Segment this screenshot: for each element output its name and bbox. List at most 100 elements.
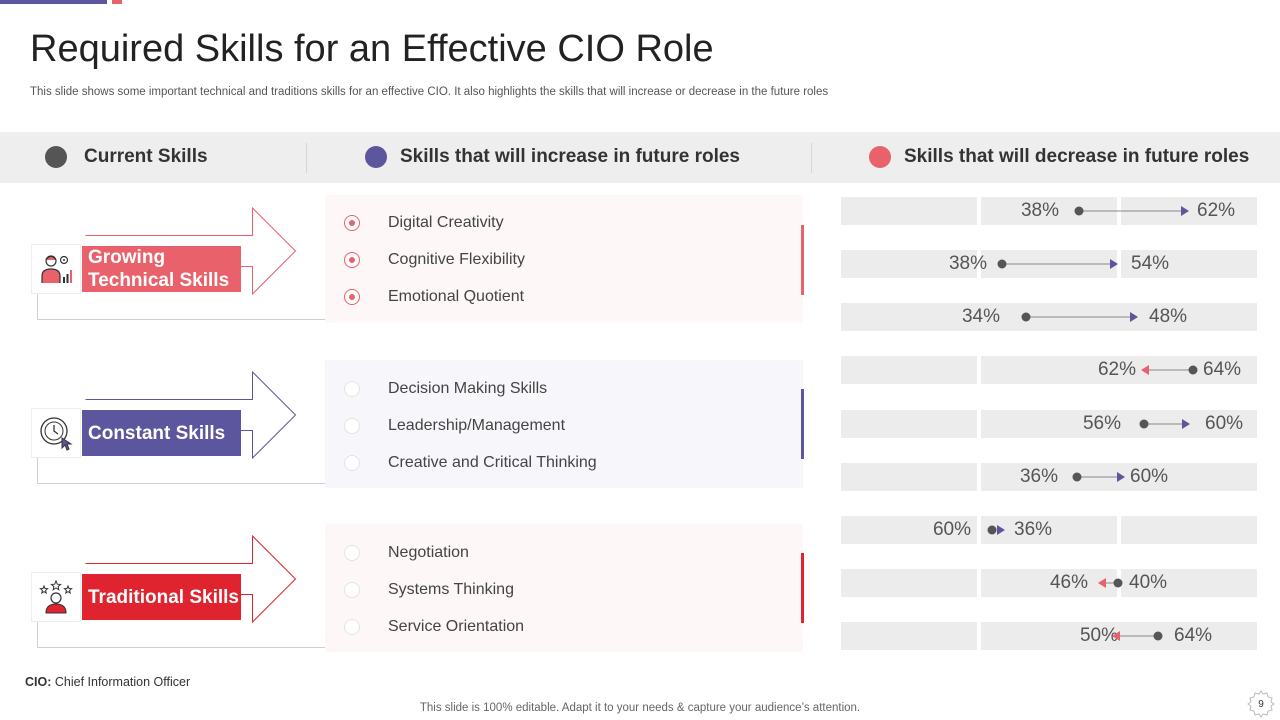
change-connector (1141, 365, 1198, 375)
category-constant: Constant Skills (82, 410, 241, 456)
current-point (1139, 419, 1149, 429)
skill-label: Creative and Critical Thinking (388, 454, 597, 471)
future-arrowhead (1110, 259, 1118, 269)
row-cell (841, 463, 977, 491)
current-point (987, 525, 997, 535)
skill-radio[interactable] (344, 545, 360, 561)
category-label-line1: Growing (88, 247, 166, 268)
current-point (997, 259, 1007, 269)
legend-decrease-label: Skills that will decrease in future role… (904, 146, 1250, 167)
footer-note: This slide is 100% editable. Adapt it to… (419, 702, 861, 714)
skill-label: Leadership/Management (388, 417, 566, 434)
legend-bar: Current Skills Skills that will increase… (0, 132, 1280, 183)
page-number-badge: 9 (1246, 689, 1276, 719)
current-percent-label: 40% (1129, 572, 1168, 593)
skill-label: Digital Creativity (388, 214, 504, 231)
future-arrowhead (1117, 472, 1125, 482)
current-point (1153, 631, 1163, 641)
current-point (1113, 578, 1123, 588)
legend-increase-label: Skills that will increase in future role… (400, 146, 740, 167)
top-accent-bar (0, 0, 107, 4)
current-point (1072, 472, 1082, 482)
skill-change-row: 62% 64% (841, 356, 1257, 384)
clock-hand-icon (31, 408, 81, 458)
skill-label: Service Orientation (388, 618, 525, 635)
skill-change-row: 38% 54% (841, 250, 1257, 278)
arrow-shape (85, 207, 297, 295)
current-percent-label: 64% (1203, 359, 1242, 380)
skill-label: Systems Thinking (388, 581, 514, 598)
skill-radio[interactable] (344, 381, 360, 397)
change-connector (1098, 578, 1123, 588)
current-point (1188, 365, 1198, 375)
skill-radio[interactable] (344, 619, 360, 635)
skill-radio[interactable] (344, 455, 360, 471)
current-percent-label: 64% (1174, 625, 1213, 646)
engineer-gear-icon (31, 244, 81, 294)
skill-radio[interactable] (344, 582, 360, 598)
change-connector (1112, 631, 1163, 641)
row-cell (841, 197, 977, 225)
change-connector (1072, 472, 1125, 482)
row-cell (981, 356, 1257, 384)
skills-panel-constant (325, 360, 803, 488)
legend-current-label: Current Skills (84, 146, 208, 167)
future-percent-label: 60% (1205, 413, 1244, 434)
category-traditional: Traditional Skills (82, 574, 241, 620)
skill-change-row: 34% 48% (841, 303, 1257, 331)
category-label-line2: Technical Skills (88, 270, 230, 291)
current-percent-label: 56% (1082, 413, 1121, 434)
skill-radio[interactable] (344, 289, 360, 305)
connector-line (37, 622, 354, 648)
connector-line (37, 294, 354, 320)
arrow-shape (85, 535, 297, 623)
skill-label: Emotional Quotient (388, 288, 525, 305)
gear-icon (1247, 690, 1275, 718)
connector-line (37, 458, 354, 484)
row-cell (841, 356, 977, 384)
future-arrowhead (1182, 419, 1190, 429)
skill-change-row: 56% 60% (841, 410, 1257, 438)
future-percent-label: 60% (932, 519, 971, 540)
current-percent-label: 36% (1014, 519, 1053, 540)
category-label-line1: Constant Skills (88, 422, 226, 444)
change-connector (997, 259, 1118, 269)
skill-radio[interactable] (344, 215, 360, 231)
current-percent-label: 38% (948, 253, 987, 274)
skills-panel-growing (325, 195, 803, 323)
future-percent-label: 62% (1197, 200, 1236, 221)
future-percent-label: 46% (1049, 572, 1088, 593)
decrease-skills-dot-icon (869, 146, 891, 168)
current-percent-label: 38% (1020, 200, 1059, 221)
current-skills-dot-icon (45, 146, 67, 168)
skill-change-row: 36% 60% (841, 463, 1257, 491)
change-connector (987, 525, 1005, 535)
future-percent-label: 50% (1079, 625, 1118, 646)
skill-label: Decision Making Skills (388, 380, 548, 397)
row-cell (1121, 516, 1257, 544)
legend-divider (306, 143, 307, 173)
future-arrowhead (1112, 631, 1120, 641)
future-arrowhead (1130, 312, 1138, 322)
future-arrowhead (1141, 365, 1149, 375)
category-label-line1: Traditional Skills (88, 586, 239, 608)
skill-radio[interactable] (344, 252, 360, 268)
footnote-abbr: CIO: (25, 675, 52, 689)
change-connector (1021, 312, 1138, 322)
skill-label: Cognitive Flexibility (388, 251, 525, 268)
skill-label: Negotiation (388, 544, 469, 561)
future-percent-label: 62% (1097, 359, 1136, 380)
row-cell (841, 622, 977, 650)
panel-accent-bar (801, 389, 804, 459)
change-connector (1074, 206, 1189, 216)
skill-radio[interactable] (344, 418, 360, 434)
increase-skills-dot-icon (365, 146, 387, 168)
skill-change-row: 38% 62% (841, 197, 1257, 225)
future-arrowhead (997, 525, 1005, 535)
row-cell (1121, 569, 1257, 597)
row-cell (981, 569, 1117, 597)
legend-divider (811, 143, 812, 173)
future-arrowhead (1098, 578, 1106, 588)
future-percent-label: 48% (1149, 306, 1188, 327)
category-growing-technical: Growing Technical Skills (82, 246, 241, 292)
